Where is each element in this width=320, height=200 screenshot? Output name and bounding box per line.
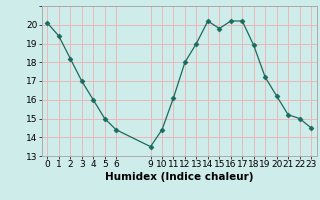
X-axis label: Humidex (Indice chaleur): Humidex (Indice chaleur) — [105, 172, 253, 182]
